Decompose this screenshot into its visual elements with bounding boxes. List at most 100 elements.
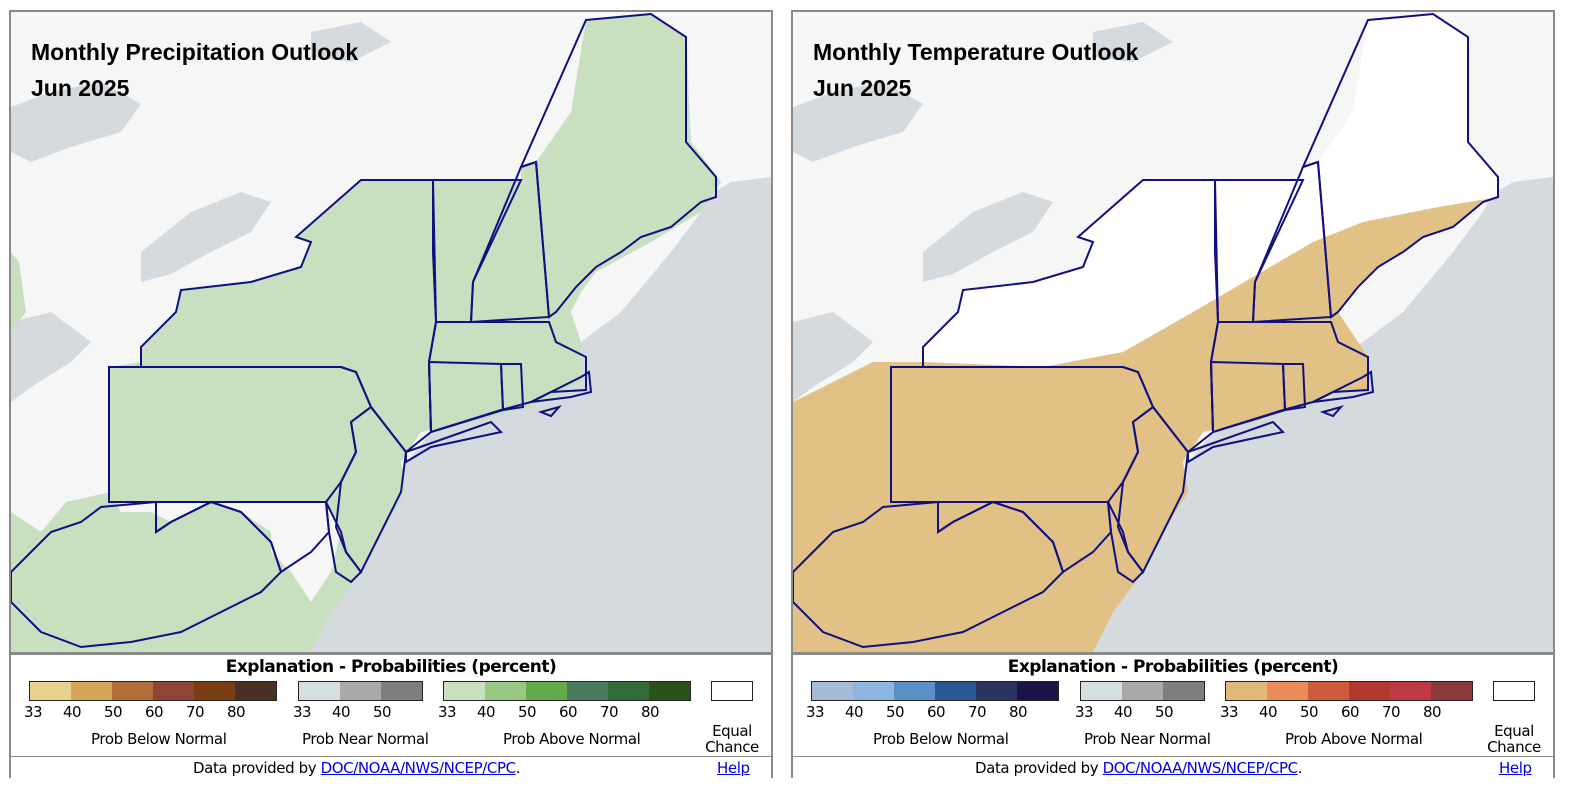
below-swatch <box>194 682 235 700</box>
above-normal-scale <box>1225 681 1473 701</box>
data-credit: Data provided by DOC/NOAA/NWS/NCEP/CPC. <box>193 759 521 777</box>
tick: 40 <box>1113 703 1133 721</box>
near-swatch <box>1122 682 1163 700</box>
above-swatch <box>608 682 649 700</box>
tick: 70 <box>185 703 205 721</box>
below-swatch <box>1017 682 1058 700</box>
tick: 33 <box>1074 703 1094 721</box>
tick: 50 <box>517 703 537 721</box>
above-normal-label: Prob Above Normal <box>503 730 641 748</box>
near-swatch <box>1163 682 1204 700</box>
above-swatch <box>1308 682 1349 700</box>
tick: 80 <box>1008 703 1028 721</box>
tick: 33 <box>292 703 312 721</box>
above-swatch <box>567 682 608 700</box>
tick: 80 <box>226 703 246 721</box>
below-swatch <box>976 682 1017 700</box>
tick: 50 <box>1154 703 1174 721</box>
outlook-region-above-normal <box>11 14 721 652</box>
credit-suffix: . <box>1297 759 1303 777</box>
help-link[interactable]: Help <box>717 759 750 777</box>
above-swatch <box>1349 682 1390 700</box>
tick: 60 <box>1340 703 1360 721</box>
precipitation-map[interactable]: Monthly Precipitation Outlook Jun 2025 <box>11 12 771 652</box>
tick: 70 <box>1381 703 1401 721</box>
below-normal-scale <box>29 681 277 701</box>
legend-heading: Explanation - Probabilities (percent) <box>225 657 557 677</box>
below-swatch <box>894 682 935 700</box>
tick: 33 <box>1219 703 1239 721</box>
legend: Explanation - Probabilities (percent) 33… <box>11 652 771 756</box>
above-swatch <box>526 682 567 700</box>
below-normal-scale <box>811 681 1059 701</box>
credit-suffix: . <box>515 759 521 777</box>
footer: Data provided by DOC/NOAA/NWS/NCEP/CPC. … <box>11 756 771 778</box>
tick: 40 <box>62 703 82 721</box>
equal-chance-line2: Chance <box>705 738 759 756</box>
below-swatch <box>71 682 112 700</box>
map-title: Monthly Temperature Outlook <box>813 39 1139 65</box>
above-swatch <box>444 682 485 700</box>
tick: 80 <box>640 703 660 721</box>
tick: 40 <box>844 703 864 721</box>
tick: 33 <box>805 703 825 721</box>
below-swatch <box>30 682 71 700</box>
map-title: Monthly Precipitation Outlook <box>31 39 358 65</box>
tick: 70 <box>599 703 619 721</box>
below-swatch <box>235 682 276 700</box>
tick: 70 <box>967 703 987 721</box>
precipitation-panel: Monthly Precipitation Outlook Jun 2025 E… <box>9 10 773 778</box>
legend-heading: Explanation - Probabilities (percent) <box>1007 657 1339 677</box>
tick: 40 <box>1258 703 1278 721</box>
above-swatch <box>1267 682 1308 700</box>
tick: 50 <box>103 703 123 721</box>
temperature-panel: Monthly Temperature Outlook Jun 2025 Exp… <box>791 10 1555 778</box>
tick: 33 <box>23 703 43 721</box>
above-normal-label: Prob Above Normal <box>1285 730 1423 748</box>
above-swatch <box>1431 682 1472 700</box>
source-link[interactable]: DOC/NOAA/NWS/NCEP/CPC <box>320 759 517 777</box>
equal-chance-swatch <box>711 681 753 701</box>
equal-chance-line1: Equal <box>1494 722 1534 740</box>
legend: Explanation - Probabilities (percent) 33… <box>793 652 1553 756</box>
great-lakes <box>793 22 1173 402</box>
temperature-map[interactable]: Monthly Temperature Outlook Jun 2025 <box>793 12 1553 652</box>
footer: Data provided by DOC/NOAA/NWS/NCEP/CPC. … <box>793 756 1553 778</box>
below-swatch <box>153 682 194 700</box>
above-swatch <box>485 682 526 700</box>
help-link[interactable]: Help <box>1499 759 1532 777</box>
credit-prefix: Data provided by <box>193 759 321 777</box>
map-subtitle: Jun 2025 <box>31 75 130 101</box>
near-normal-scale <box>298 681 423 701</box>
above-normal-scale <box>443 681 691 701</box>
tick: 50 <box>372 703 392 721</box>
near-swatch <box>299 682 340 700</box>
great-lakes <box>11 22 391 402</box>
near-swatch <box>340 682 381 700</box>
below-normal-label: Prob Below Normal <box>91 730 227 748</box>
near-swatch <box>1081 682 1122 700</box>
equal-chance-line1: Equal <box>712 722 752 740</box>
tick: 60 <box>558 703 578 721</box>
outlook-region-above-normal <box>793 197 1498 652</box>
tick: 50 <box>885 703 905 721</box>
tick: 60 <box>926 703 946 721</box>
credit-prefix: Data provided by <box>975 759 1103 777</box>
below-swatch <box>853 682 894 700</box>
temperature-map-svg: Monthly Temperature Outlook Jun 2025 <box>793 12 1553 652</box>
above-swatch <box>649 682 690 700</box>
below-normal-label: Prob Below Normal <box>873 730 1009 748</box>
equal-chance-label: Equal Chance <box>1484 723 1544 755</box>
source-link[interactable]: DOC/NOAA/NWS/NCEP/CPC <box>1102 759 1299 777</box>
tick: 40 <box>331 703 351 721</box>
below-swatch <box>935 682 976 700</box>
tick: 50 <box>1299 703 1319 721</box>
near-normal-scale <box>1080 681 1205 701</box>
outlook-region-equal-chance <box>923 14 1498 367</box>
tick: 33 <box>437 703 457 721</box>
state-boundaries <box>11 12 717 649</box>
near-swatch <box>381 682 422 700</box>
near-normal-label: Prob Near Normal <box>302 730 429 748</box>
tick: 60 <box>144 703 164 721</box>
above-swatch <box>1390 682 1431 700</box>
